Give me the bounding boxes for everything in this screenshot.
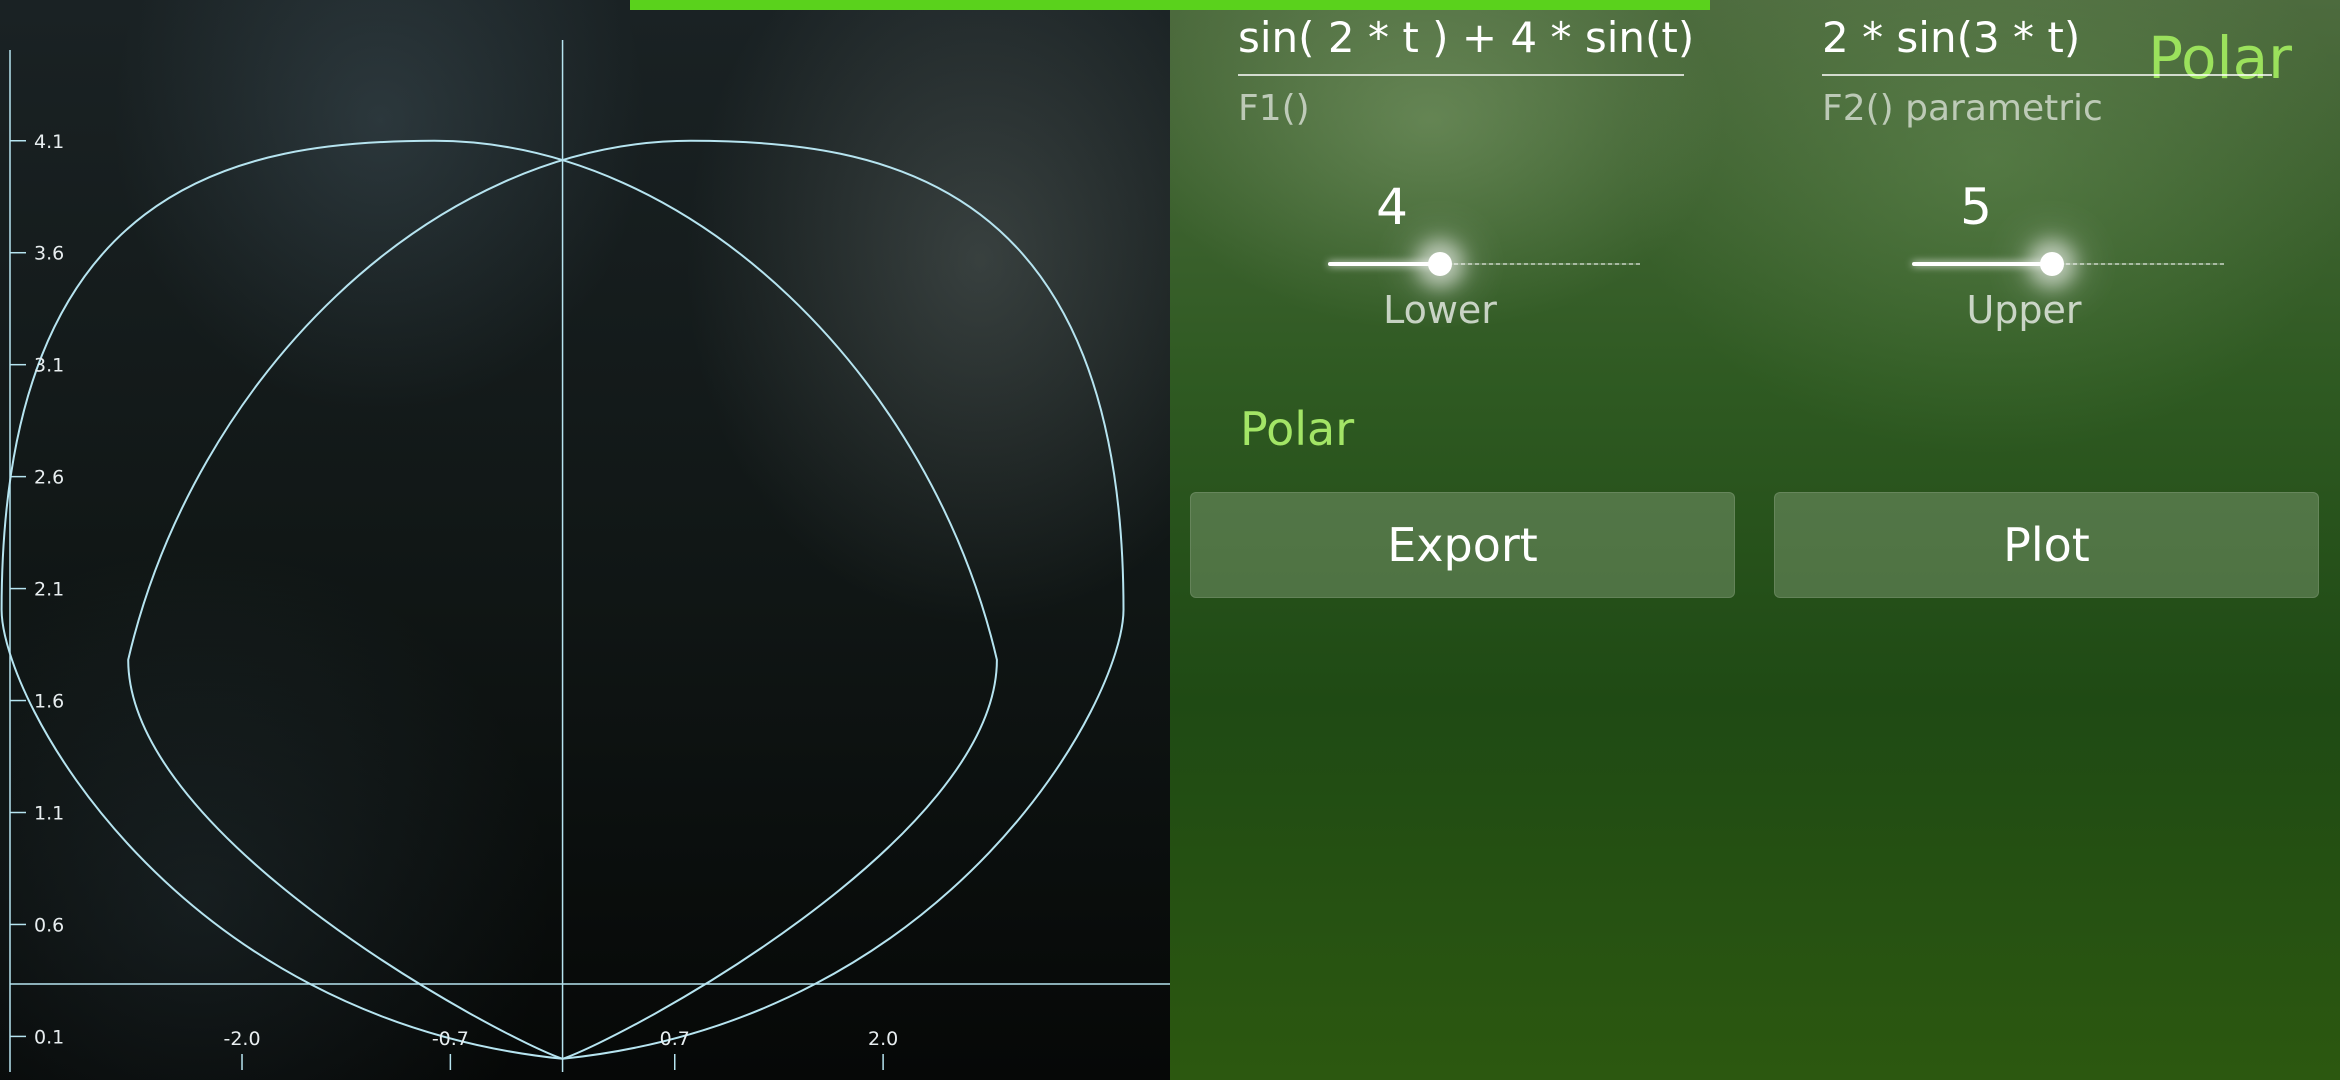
f1-input[interactable]: sin( 2 * t ) + 4 * sin(t): [1238, 13, 1695, 62]
polar-plot-chart[interactable]: 0.1 0.6 1.1 1.6 2.1 2.6 3.1 3.6 4.1 -2.0 -0.7 0.7 2…: [0, 0, 1170, 1080]
export-button[interactable]: Export: [1190, 492, 1735, 598]
top-progress-bar: [630, 0, 1710, 10]
x-tick-label: 0.7: [660, 1028, 690, 1050]
y-tick-label: 0.6: [34, 914, 64, 936]
curve-right-lobe: [127, 139, 1125, 1060]
upper-slider-track-filled: [1912, 262, 2052, 266]
lower-slider-value: 4: [1376, 178, 1408, 236]
plot-axes: [9, 40, 1170, 1072]
lower-slider-track-filled: [1328, 262, 1440, 266]
y-tick-label: 3.6: [34, 243, 64, 265]
x-tick-label: -0.7: [432, 1028, 469, 1050]
control-panel: Polar sin( 2 * t ) + 4 * sin(t) F1() 2 *…: [1170, 0, 2340, 1080]
upper-slider-track[interactable]: [2052, 263, 2224, 265]
curve-left-lobe: [0, 139, 998, 1060]
y-tick-label: 1.1: [34, 803, 64, 825]
y-tick-label: 4.1: [34, 131, 64, 153]
lower-slider-knob[interactable]: [1428, 252, 1452, 276]
x-tick-label: 2.0: [868, 1028, 898, 1050]
f2-underline: [1822, 74, 2272, 76]
lower-slider[interactable]: 4 Lower: [1328, 178, 1648, 348]
y-tick-label: 3.1: [34, 355, 64, 377]
f1-field[interactable]: sin( 2 * t ) + 4 * sin(t) F1(): [1238, 13, 1695, 129]
y-tick-label: 1.6: [34, 691, 64, 713]
f1-label: F1(): [1238, 88, 1310, 129]
y-tick-label: 0.1: [34, 1026, 64, 1048]
x-tick-label: -2.0: [223, 1028, 260, 1050]
y-tick-label: 2.1: [34, 579, 64, 601]
upper-slider-value: 5: [1960, 178, 1992, 236]
plot-button[interactable]: Plot: [1774, 492, 2319, 598]
f2-field[interactable]: 2 * sin(3 * t) F2() parametric: [1822, 14, 2272, 129]
plot-area[interactable]: 0.1 0.6 1.1 1.6 2.1 2.6 3.1 3.6 4.1 -2.0 -0.7 0.7 2…: [0, 0, 1170, 1080]
upper-slider[interactable]: 5 Upper: [1912, 178, 2232, 348]
f2-input[interactable]: 2 * sin(3 * t): [1822, 13, 2081, 62]
y-axis-ticks: 0.1 0.6 1.1 1.6 2.1 2.6 3.1 3.6 4.1: [10, 131, 64, 1048]
f2-label: F2() parametric: [1822, 88, 2103, 129]
upper-slider-label: Upper: [1966, 288, 2082, 332]
lower-slider-track[interactable]: [1440, 263, 1640, 265]
plot-curves: [0, 139, 1125, 1060]
x-axis-ticks: -2.0 -0.7 0.7 2.0: [223, 1028, 898, 1070]
f1-underline: [1238, 74, 1684, 76]
lower-slider-label: Lower: [1383, 288, 1497, 332]
mode-polar-label[interactable]: Polar: [1240, 402, 1355, 456]
upper-slider-knob[interactable]: [2040, 252, 2064, 276]
y-tick-label: 2.6: [34, 467, 64, 489]
page-title: Polar: [2148, 24, 2292, 92]
